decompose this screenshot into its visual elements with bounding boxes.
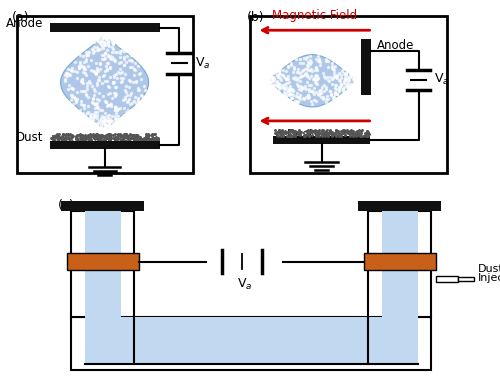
Text: Dust: Dust xyxy=(286,128,314,141)
Polygon shape xyxy=(60,32,148,133)
Bar xyxy=(50,23,160,32)
Bar xyxy=(71,211,134,317)
Text: V$_a$: V$_a$ xyxy=(195,56,210,71)
Bar xyxy=(61,202,144,211)
Text: V$_a$: V$_a$ xyxy=(434,72,450,88)
Bar xyxy=(16,16,192,173)
Text: (c): (c) xyxy=(58,199,74,212)
Bar xyxy=(361,39,372,95)
Bar xyxy=(71,317,431,370)
Text: (a): (a) xyxy=(12,11,29,24)
Bar xyxy=(66,253,138,270)
Text: Dust: Dust xyxy=(16,131,43,144)
Bar xyxy=(273,136,370,144)
Bar xyxy=(458,277,474,281)
Bar xyxy=(50,141,160,149)
Text: Anode: Anode xyxy=(377,39,414,52)
Bar xyxy=(84,317,417,364)
Bar xyxy=(364,253,436,270)
Polygon shape xyxy=(264,55,361,107)
Bar xyxy=(368,211,431,317)
Text: V$_a$: V$_a$ xyxy=(236,277,252,292)
Bar xyxy=(382,211,418,317)
Text: Magnetic Field: Magnetic Field xyxy=(272,8,357,22)
Text: Injector: Injector xyxy=(478,273,500,283)
Bar xyxy=(250,16,446,173)
Text: (b): (b) xyxy=(248,11,265,24)
Bar xyxy=(84,211,120,317)
Bar xyxy=(358,202,441,211)
Text: Dust: Dust xyxy=(478,264,500,274)
Text: Anode: Anode xyxy=(6,17,43,30)
Bar xyxy=(436,276,458,282)
